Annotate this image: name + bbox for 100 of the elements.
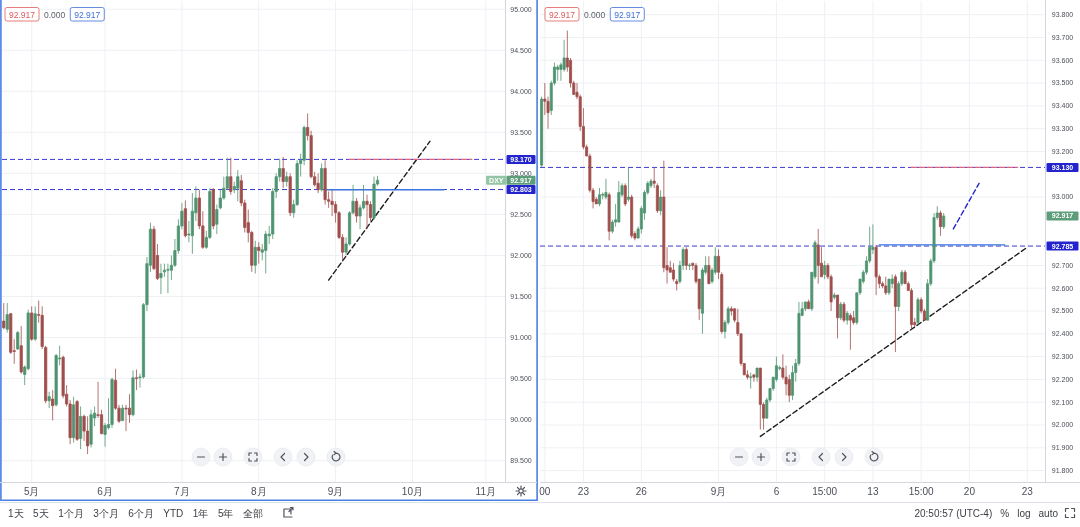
x-tick-label: 6月 (97, 486, 113, 497)
candlestick (288, 172, 292, 217)
candlestick (839, 301, 843, 321)
candlestick (253, 240, 257, 274)
candlestick (893, 274, 897, 353)
candlestick (211, 187, 215, 230)
x-tick-label: 13 (867, 486, 879, 497)
candlestick (323, 159, 327, 205)
candlestick (684, 246, 688, 271)
candlestick (842, 301, 846, 323)
text: % (1000, 508, 1010, 519)
text: 1个月 (58, 508, 84, 519)
candlestick (134, 369, 139, 391)
candlestick (540, 96, 544, 168)
x-tick-label: 10月 (401, 486, 423, 497)
candlestick (630, 194, 634, 239)
candlestick (707, 255, 711, 285)
x-tick-label: 7月 (174, 486, 190, 497)
x-tick-label: 9月 (327, 486, 344, 497)
annotation: 92.917 (9, 9, 36, 20)
candlestick (86, 415, 90, 455)
candlestick (832, 292, 836, 301)
candlestick (942, 212, 946, 230)
x-tick-label: 8月 (250, 486, 267, 497)
candlestick (285, 171, 289, 187)
candlestick (807, 299, 811, 310)
candlestick (626, 167, 630, 203)
text: 20:50:57 (UTC-4) (914, 508, 993, 519)
candlestick (372, 176, 376, 220)
candlestick (604, 178, 608, 200)
candlestick (281, 156, 285, 189)
candlestick (2, 302, 6, 330)
candlestick (823, 260, 827, 280)
text: auto (1038, 508, 1059, 519)
candlestick (617, 180, 621, 223)
x-tick-label: 5月 (23, 486, 40, 497)
candlestick (884, 276, 888, 296)
x-tick-label: 15:00 (812, 486, 838, 497)
text: 全部 (242, 508, 263, 519)
candlestick (607, 192, 611, 241)
x-tick-label: 23 (1021, 486, 1034, 497)
candlestick (749, 372, 753, 389)
candlestick (916, 296, 920, 326)
x-tick-label: 26 (635, 486, 648, 497)
candlestick (320, 163, 324, 192)
x-tick-label: 00 (539, 486, 551, 497)
candlestick (120, 404, 125, 422)
candlestick (887, 278, 891, 296)
candlestick (848, 312, 852, 351)
candlestick (5, 302, 9, 334)
annotation: 92.917 (549, 9, 576, 20)
candlestick (33, 305, 37, 342)
candlestick (75, 399, 79, 442)
candlestick (659, 189, 663, 216)
candlestick (354, 197, 359, 224)
candlestick (110, 377, 114, 429)
candlestick (939, 210, 942, 237)
x-tick-label: 23 (577, 486, 590, 497)
candlestick (264, 230, 268, 274)
x-tick-label: 15:00 (908, 486, 935, 497)
annotation: 92.917 (614, 9, 641, 20)
candlestick (19, 325, 23, 375)
text: log (1017, 508, 1031, 519)
candlestick (365, 194, 369, 230)
candlestick (47, 391, 51, 409)
text: 6个月 (128, 508, 154, 519)
text: 3个月 (93, 508, 119, 519)
candlestick (236, 169, 240, 202)
candlestick (688, 262, 692, 271)
x-tick-label: 6 (773, 486, 780, 497)
annotation: 0.000 (584, 9, 606, 20)
candlestick (816, 228, 820, 285)
candlestick (79, 406, 83, 450)
candlestick (229, 157, 233, 196)
candlestick (623, 182, 627, 207)
candlestick (758, 367, 762, 430)
candlestick (845, 310, 849, 326)
candlestick (836, 294, 839, 339)
candlestick (598, 187, 601, 207)
candlestick (89, 409, 93, 448)
candlestick (215, 204, 219, 235)
x-tick-label: 9月 (710, 486, 727, 497)
candlestick (72, 396, 76, 443)
candlestick (874, 244, 878, 296)
candlestick (16, 330, 20, 351)
text: 1天 (8, 508, 24, 519)
x-tick-label: 20 (963, 486, 976, 497)
annotation: 0.000 (44, 9, 66, 20)
text: 1年 (192, 508, 209, 519)
candlestick (803, 301, 807, 312)
candlestick (257, 241, 261, 265)
x-tick-label: 11月 (475, 486, 496, 497)
text: YTD (163, 508, 184, 519)
candlestick (183, 200, 187, 238)
candlestick (316, 172, 320, 194)
text: 5天 (33, 508, 49, 519)
annotation: 92.917 (74, 9, 101, 20)
candlestick (30, 305, 34, 342)
candlestick (755, 367, 759, 383)
candlestick (51, 389, 55, 421)
